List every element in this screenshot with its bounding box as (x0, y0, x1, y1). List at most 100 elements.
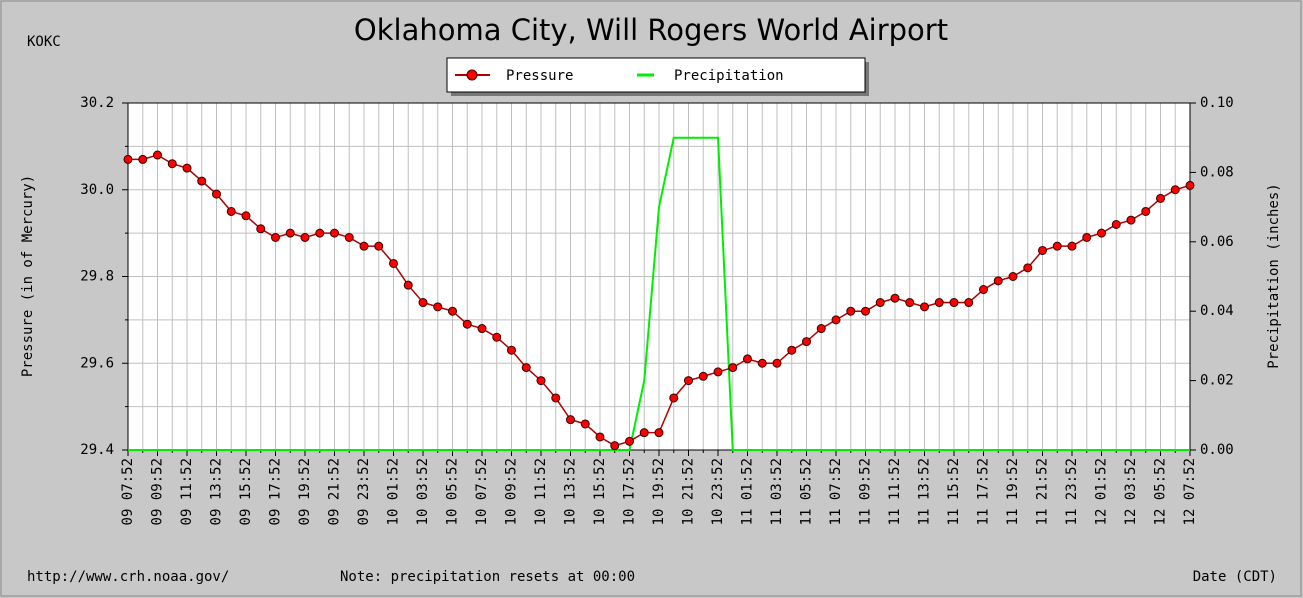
data-point (433, 302, 443, 312)
data-point (285, 228, 295, 238)
data-point (153, 150, 162, 160)
x-tick-label: 09 07:52 (120, 458, 136, 525)
data-point (123, 154, 133, 164)
series-line (128, 136, 1190, 451)
data-point (684, 376, 693, 386)
data-point (979, 285, 988, 295)
data-point (1097, 228, 1106, 238)
data-point (993, 276, 1003, 286)
x-tick-label: 12 05:52 (1153, 458, 1169, 525)
data-point (875, 298, 885, 308)
data-point (787, 345, 797, 355)
data-point (831, 315, 841, 325)
x-tick-label: 12 03:52 (1123, 458, 1139, 525)
data-point (551, 393, 561, 403)
data-point (757, 358, 767, 368)
data-point (477, 324, 487, 334)
data-point (934, 298, 944, 308)
data-point (300, 232, 310, 242)
data-point (920, 302, 929, 312)
data-point (802, 337, 811, 347)
y2-tick-label: 0.04 (1200, 303, 1234, 319)
x-tick-label: 10 03:52 (415, 458, 431, 525)
data-point (1126, 215, 1136, 225)
x-tick-label: 09 09:52 (150, 458, 166, 525)
data-point (462, 319, 472, 329)
x-tick-label: 11 19:52 (1005, 458, 1021, 525)
x-tick-label: 11 05:52 (799, 458, 815, 525)
data-point (669, 393, 679, 403)
x-tick-label: 10 21:52 (681, 458, 697, 525)
x-tick-label: 10 15:52 (592, 458, 608, 525)
data-point (521, 363, 531, 373)
x-axis-label: Date (CDT) (1193, 569, 1277, 585)
data-point (389, 258, 398, 268)
chart-title: Oklahoma City, Will Rogers World Airport (354, 13, 948, 47)
data-point (1008, 272, 1018, 281)
data-point (728, 363, 738, 373)
y-tick-label: 30.2 (80, 95, 114, 111)
data-point (1038, 245, 1047, 255)
data-point (654, 428, 664, 438)
data-point (507, 345, 516, 355)
data-point (772, 358, 782, 368)
data-point (344, 232, 354, 242)
data-point (1170, 185, 1180, 195)
y-tick-label: 29.4 (80, 442, 114, 458)
data-point (212, 189, 221, 199)
data-point (330, 228, 339, 238)
y-tick-label: 29.8 (80, 269, 114, 285)
data-point (315, 228, 325, 238)
data-point (861, 306, 870, 316)
y2-tick-label: 0.00 (1200, 442, 1234, 458)
x-tick-label: 10 01:52 (386, 458, 402, 525)
data-point (846, 306, 856, 316)
x-tick-label: 09 23:52 (356, 458, 372, 525)
x-tick-label: 10 09:52 (504, 458, 520, 525)
data-point (816, 324, 826, 334)
x-tick-label: 11 13:52 (917, 458, 933, 525)
y2-tick-label: 0.02 (1200, 373, 1234, 389)
x-tick-label: 09 13:52 (209, 458, 225, 525)
x-tick-label: 11 21:52 (1035, 458, 1051, 525)
data-point (182, 163, 192, 173)
legend-marker (466, 69, 478, 81)
x-tick-label: 09 11:52 (179, 458, 195, 525)
data-point (905, 298, 915, 308)
x-tick-label: 09 15:52 (238, 458, 254, 525)
data-point (625, 436, 634, 446)
footer-url: http://www.crh.noaa.gov/ (27, 569, 229, 585)
data-point (580, 419, 590, 429)
legend (446, 57, 866, 93)
x-tick-label: 11 11:52 (887, 458, 903, 525)
data-point (1067, 241, 1077, 251)
y-axis-label: Pressure (in of Mercury) (20, 175, 36, 377)
data-point (1185, 180, 1195, 190)
data-point (418, 298, 428, 308)
data-point (492, 332, 502, 342)
data-point (359, 241, 369, 251)
data-point (1052, 241, 1062, 251)
data-point (698, 371, 708, 381)
y2-tick-label: 0.06 (1200, 234, 1234, 250)
data-point (167, 159, 177, 169)
x-tick-label: 11 15:52 (946, 458, 962, 525)
x-tick-label: 11 01:52 (740, 458, 756, 525)
y2-tick-label: 0.10 (1200, 95, 1234, 111)
data-point (595, 432, 605, 442)
legend-label: Precipitation (674, 68, 784, 84)
x-tick-label: 09 19:52 (297, 458, 313, 525)
data-point (271, 232, 280, 242)
data-point (138, 154, 148, 164)
x-tick-label: 10 13:52 (563, 458, 579, 525)
x-tick-label: 10 23:52 (710, 458, 726, 525)
data-point (566, 415, 575, 425)
x-tick-label: 11 23:52 (1064, 458, 1080, 525)
data-point (374, 241, 384, 251)
data-point (1082, 232, 1092, 242)
data-point (964, 298, 974, 308)
data-point (197, 176, 207, 186)
data-point (403, 280, 413, 290)
legend-label: Pressure (506, 68, 573, 84)
